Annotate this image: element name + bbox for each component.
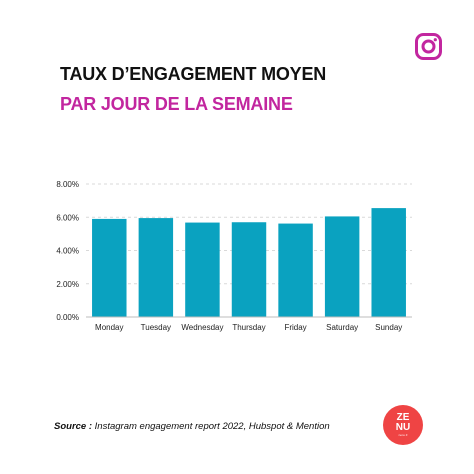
zenu-logo: ZE NU zenu.fr xyxy=(383,405,423,445)
chart-title-line-2: PAR JOUR DE LA SEMAINE xyxy=(60,94,293,114)
y-tick-label: 0.00% xyxy=(56,313,79,322)
y-tick-label: 2.00% xyxy=(56,280,79,289)
source-text: Instagram engagement report 2022, Hubspo… xyxy=(92,421,330,432)
x-tick-label: Sunday xyxy=(375,323,402,332)
x-tick-label: Wednesday xyxy=(181,323,223,332)
chart-title-line-1: TAUX D’ENGAGEMENT MOYEN xyxy=(60,64,327,84)
instagram-icon xyxy=(415,33,442,60)
bar-sunday xyxy=(371,208,406,317)
logo-text-top: ZE xyxy=(396,412,410,423)
x-tick-label: Tuesday xyxy=(141,323,171,332)
bar-tuesday xyxy=(138,218,174,317)
x-tick-label: Monday xyxy=(95,323,123,332)
logo-small-text: zenu.fr xyxy=(398,433,408,437)
source-label: Source : xyxy=(54,421,93,432)
x-tick-label: Thursday xyxy=(232,323,265,332)
logo-text-bottom: NU xyxy=(395,422,411,433)
y-tick-label: 8.00% xyxy=(56,180,79,189)
bar-wednesday xyxy=(185,222,220,317)
source-note: Source : Instagram engagement report 202… xyxy=(54,421,330,432)
x-tick-label: Friday xyxy=(284,323,306,332)
y-tick-label: 4.00% xyxy=(56,247,79,256)
bar-friday xyxy=(278,223,313,317)
x-tick-label: Saturday xyxy=(326,323,358,332)
bar-thursday xyxy=(231,222,267,317)
bar-monday xyxy=(92,218,127,317)
y-tick-label: 6.00% xyxy=(56,213,79,222)
bar-saturday xyxy=(324,216,360,317)
